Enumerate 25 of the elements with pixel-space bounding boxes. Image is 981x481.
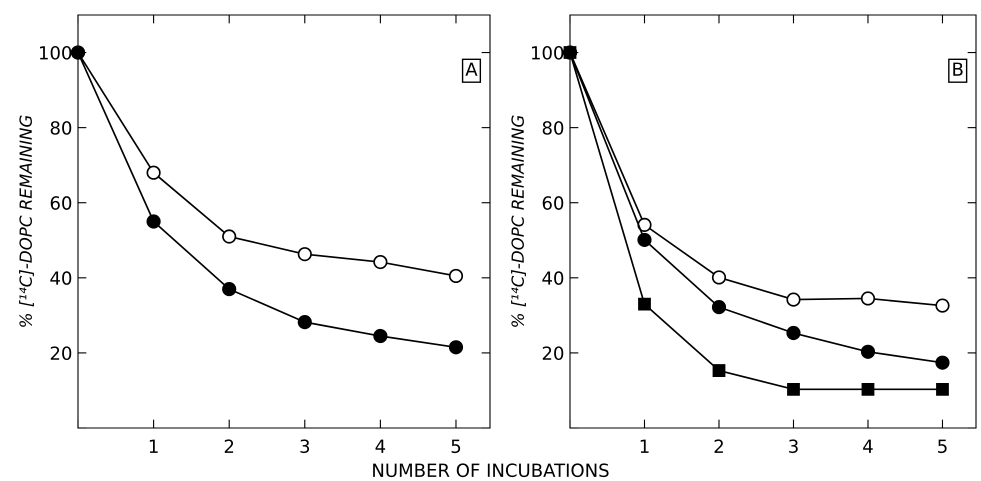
y-tick-label: 20: [50, 346, 72, 360]
y-tick-label: 100: [532, 46, 564, 60]
x-axis-title: NUMBER OF INCUBATIONS: [373, 463, 609, 478]
x-tick-label: 3: [789, 439, 798, 454]
annotation: A: [465, 62, 478, 76]
y-axis-title: % [¹⁴C]-DOPC REMAINING: [511, 116, 526, 327]
y-tick-label: 40: [50, 271, 72, 285]
x-tick-label: 1: [150, 440, 158, 453]
x-tick-label: 3: [300, 439, 310, 454]
y-tick-label: 20: [542, 346, 564, 360]
annotation: B: [953, 62, 963, 76]
y-axis-title: % [¹⁴C]-DOPC REMAINING: [19, 116, 34, 327]
x-tick-label: 2: [714, 439, 723, 453]
x-tick-label: 4: [376, 440, 386, 453]
x-tick-label: 5: [452, 440, 460, 454]
y-tick-label: 80: [50, 121, 72, 135]
x-tick-label: 1: [640, 440, 649, 453]
y-tick-label: 80: [542, 121, 564, 135]
y-tick-label: 100: [40, 46, 72, 60]
y-tick-label: 60: [50, 196, 72, 210]
x-tick-label: 2: [224, 439, 234, 453]
y-tick-label: 60: [542, 196, 564, 210]
y-tick-label: 40: [542, 271, 564, 285]
x-tick-label: 5: [938, 440, 947, 454]
x-tick-label: 4: [863, 440, 873, 453]
